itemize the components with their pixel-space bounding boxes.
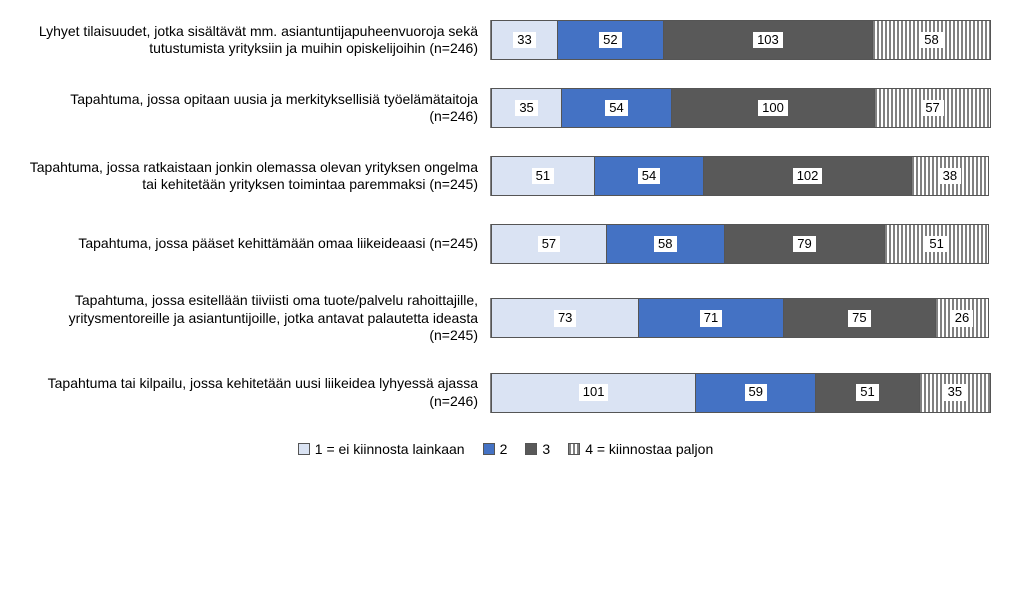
segment-value: 51 <box>532 168 554 185</box>
segment-value: 102 <box>793 168 823 185</box>
segment-value: 75 <box>848 310 870 327</box>
segment-value: 101 <box>579 384 609 401</box>
segment-value: 51 <box>856 384 878 401</box>
bar-area: 35 54 100 57 <box>490 88 991 128</box>
segment-value: 58 <box>654 236 676 253</box>
segment-value: 26 <box>951 310 973 327</box>
legend-item-1: 1 = ei kiinnosta lainkaan <box>298 441 465 457</box>
stacked-bar: 35 54 100 57 <box>491 88 991 128</box>
row-label: Tapahtuma, jossa opitaan uusia ja merkit… <box>20 91 490 126</box>
bar-segment-1: 33 <box>491 20 558 60</box>
chart-row: Tapahtuma, jossa ratkaistaan jonkin olem… <box>20 156 991 196</box>
row-label: Tapahtuma, jossa esitellään tiiviisti om… <box>20 292 490 345</box>
bar-segment-1: 35 <box>491 88 562 128</box>
row-label: Lyhyet tilaisuudet, jotka sisältävät mm.… <box>20 23 490 58</box>
bar-segment-4: 38 <box>912 156 989 196</box>
segment-value: 54 <box>638 168 660 185</box>
row-label: Tapahtuma, jossa pääset kehittämään omaa… <box>20 235 490 253</box>
legend-item-2: 2 <box>483 441 508 457</box>
bar-segment-2: 58 <box>607 224 725 264</box>
segment-value: 51 <box>925 236 947 253</box>
row-label: Tapahtuma tai kilpailu, jossa kehitetään… <box>20 375 490 410</box>
bar-segment-4: 58 <box>873 20 991 60</box>
legend-label: 3 <box>542 441 550 457</box>
stacked-bar-chart: Lyhyet tilaisuudet, jotka sisältävät mm.… <box>20 20 991 457</box>
chart-row: Lyhyet tilaisuudet, jotka sisältävät mm.… <box>20 20 991 60</box>
chart-row: Tapahtuma, jossa opitaan uusia ja merkit… <box>20 88 991 128</box>
legend-swatch <box>568 443 580 455</box>
segment-value: 57 <box>538 236 560 253</box>
legend: 1 = ei kiinnosta lainkaan 2 3 4 = kiinnosta… <box>20 441 991 457</box>
bar-area: 33 52 103 58 <box>490 20 991 60</box>
stacked-bar: 51 54 102 38 <box>491 156 991 196</box>
row-label: Tapahtuma, jossa ratkaistaan jonkin olem… <box>20 159 490 194</box>
bar-area: 57 58 79 51 <box>490 224 991 264</box>
bar-segment-4: 26 <box>936 298 989 338</box>
bar-area: 73 71 75 26 <box>490 298 991 338</box>
stacked-bar: 57 58 79 51 <box>491 224 991 264</box>
legend-swatch <box>298 443 310 455</box>
segment-value: 54 <box>605 100 627 117</box>
segment-value: 57 <box>921 100 943 117</box>
bar-segment-3: 79 <box>725 224 886 264</box>
bar-segment-3: 75 <box>784 298 936 338</box>
legend-item-4: 4 = kiinnostaa paljon <box>568 441 713 457</box>
stacked-bar: 101 59 51 35 <box>491 373 991 413</box>
legend-swatch <box>483 443 495 455</box>
bar-segment-1: 51 <box>491 156 595 196</box>
bar-segment-3: 103 <box>664 20 873 60</box>
legend-label: 4 = kiinnostaa paljon <box>585 441 713 457</box>
segment-value: 103 <box>753 32 783 49</box>
legend-swatch <box>525 443 537 455</box>
stacked-bar: 73 71 75 26 <box>491 298 991 338</box>
bar-segment-1: 101 <box>491 373 696 413</box>
bar-segment-3: 102 <box>704 156 911 196</box>
segment-value: 100 <box>758 100 788 117</box>
bar-segment-3: 51 <box>816 373 920 413</box>
stacked-bar: 33 52 103 58 <box>491 20 991 60</box>
bar-segment-4: 57 <box>875 88 991 128</box>
bar-segment-2: 59 <box>696 373 816 413</box>
segment-value: 52 <box>599 32 621 49</box>
bar-segment-4: 51 <box>885 224 989 264</box>
legend-item-3: 3 <box>525 441 550 457</box>
chart-row: Tapahtuma, jossa esitellään tiiviisti om… <box>20 292 991 345</box>
segment-value: 59 <box>745 384 767 401</box>
segment-value: 73 <box>554 310 576 327</box>
bar-segment-2: 71 <box>639 298 783 338</box>
bar-segment-2: 52 <box>558 20 664 60</box>
bar-area: 51 54 102 38 <box>490 156 991 196</box>
chart-row: Tapahtuma tai kilpailu, jossa kehitetään… <box>20 373 991 413</box>
bar-segment-1: 57 <box>491 224 607 264</box>
segment-value: 35 <box>944 384 966 401</box>
segment-value: 38 <box>939 168 961 185</box>
legend-label: 2 <box>500 441 508 457</box>
legend-label: 1 = ei kiinnosta lainkaan <box>315 441 465 457</box>
bar-area: 101 59 51 35 <box>490 373 991 413</box>
bar-segment-1: 73 <box>491 298 639 338</box>
segment-value: 79 <box>793 236 815 253</box>
segment-value: 71 <box>700 310 722 327</box>
segment-value: 33 <box>513 32 535 49</box>
chart-row: Tapahtuma, jossa pääset kehittämään omaa… <box>20 224 991 264</box>
segment-value: 35 <box>515 100 537 117</box>
bar-segment-2: 54 <box>595 156 705 196</box>
bar-segment-4: 35 <box>920 373 991 413</box>
segment-value: 58 <box>920 32 942 49</box>
bar-segment-3: 100 <box>672 88 875 128</box>
bar-segment-2: 54 <box>562 88 672 128</box>
